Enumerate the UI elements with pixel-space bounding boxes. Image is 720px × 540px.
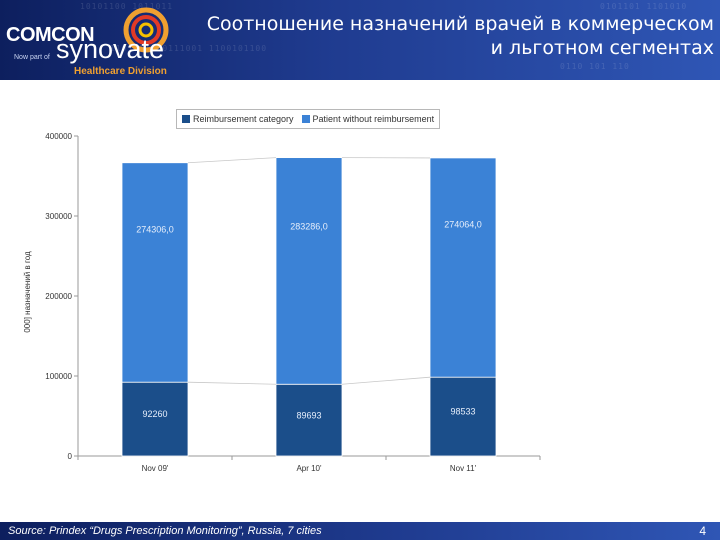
bar-no-reimbursement [275, 157, 343, 385]
legend-item-no-reimbursement: Patient without reimbursement [301, 114, 435, 124]
data-label-reimbursement: 92260 [142, 409, 167, 419]
synovate-ring-logo-icon [123, 7, 169, 53]
brand-name: COMCON [6, 24, 95, 46]
y-tick-label: 200000 [45, 292, 72, 301]
data-label-no-reimbursement: 274064,0 [444, 220, 482, 230]
x-tick-label: Apr 10' [296, 464, 322, 473]
y-tick-label: 0 [68, 452, 73, 461]
y-tick-label: 400000 [45, 132, 72, 141]
bar-no-reimbursement [121, 162, 189, 383]
legend-swatch-no-reimbursement [301, 115, 310, 123]
binary-pattern-decoration: 1101011 00111001 1100101100 [110, 44, 268, 53]
stacked-bar-chart: 0 100000 200000 300000 400000 000] назначений… [23, 132, 541, 473]
y-axis-label: 000] назначений в год [23, 251, 32, 333]
slide-title: Соотношение назначений врачей в коммерче… [194, 12, 714, 60]
bar-reimbursement [429, 376, 497, 457]
bar-reimbursement [275, 383, 343, 457]
binary-pattern-decoration: 0101101 1101010 [600, 2, 688, 11]
binary-pattern-decoration: 0110 101 110 [560, 62, 630, 71]
legend-label-reimbursement: Reimbursement category [193, 114, 294, 124]
title-line-1: Соотношение назначений врачей в коммерче… [206, 13, 714, 35]
company-logo: COMCON Now part of synovate Healthcare D… [0, 0, 190, 80]
y-tick-label: 300000 [45, 212, 72, 221]
legend-swatch-reimbursement [182, 115, 190, 123]
x-tick-label: Nov 09' [142, 464, 169, 473]
data-label-no-reimbursement: 283286,0 [290, 222, 328, 232]
data-label-reimbursement: 98533 [450, 406, 475, 416]
legend-item-reimbursement: Reimbursement category [182, 114, 294, 124]
division-label: Healthcare Division [74, 66, 167, 77]
y-tick-label: 100000 [45, 372, 72, 381]
data-label-reimbursement: 89693 [296, 410, 321, 420]
title-line-2: и льготном сегментах [490, 37, 714, 59]
series-connector-line-top [187, 157, 277, 164]
series-connector-line-bottom [341, 376, 431, 385]
footer-bar: Source: Prindex “Drugs Prescription Moni… [0, 522, 720, 540]
page-number: 4 [699, 524, 706, 538]
sub-brand-name: synovate [56, 34, 165, 64]
legend-label-no-reimbursement: Patient without reimbursement [312, 114, 435, 124]
x-tick-label: Nov 11' [450, 464, 477, 473]
now-part-of-text: Now part of [14, 54, 50, 61]
source-note: Source: Prindex “Drugs Prescription Moni… [8, 525, 322, 537]
series-connector-line-bottom [187, 381, 277, 385]
chart-legend: Reimbursement category Patient without r… [176, 109, 441, 129]
header-banner: 10101100 1011011 1101011 00111001 110010… [0, 0, 720, 80]
data-label-no-reimbursement: 274306,0 [136, 225, 174, 235]
bar-reimbursement [121, 381, 189, 457]
binary-pattern-decoration: 10101100 1011011 [80, 2, 174, 11]
bar-no-reimbursement [429, 157, 497, 378]
